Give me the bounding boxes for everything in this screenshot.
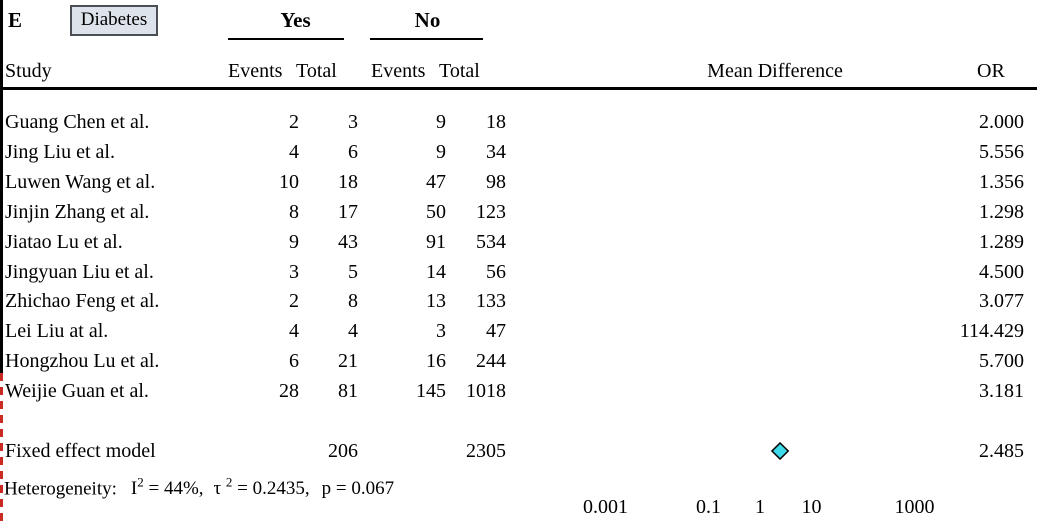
x-axis-tick-label: 0.001 bbox=[583, 496, 628, 518]
yes-header-rule bbox=[228, 38, 344, 40]
no-total-value: 534 bbox=[476, 230, 506, 253]
yes-events-value: 2 bbox=[289, 111, 299, 133]
yes-events-value: 10 bbox=[279, 170, 299, 193]
study-name: Jiatao Lu et al. bbox=[5, 230, 123, 253]
het-tau-sup: 2 bbox=[225, 475, 233, 490]
or-value: 5.556 bbox=[979, 140, 1024, 163]
het-tau2-stat: τ 2 = 0.2435, bbox=[213, 475, 310, 500]
header-rule bbox=[0, 87, 1037, 90]
no-total-value: 98 bbox=[486, 170, 506, 193]
no-total-value: 123 bbox=[476, 200, 506, 223]
group-header-yes: Yes bbox=[280, 8, 311, 32]
no-total-value: 47 bbox=[486, 320, 506, 343]
x-axis-tick-label: 10 bbox=[801, 496, 822, 518]
no-events-value: 14 bbox=[426, 260, 446, 283]
het-i-symbol: I bbox=[130, 478, 138, 500]
study-name: Weijie Guan et al. bbox=[5, 380, 149, 403]
or-value: 1.298 bbox=[979, 200, 1024, 223]
column-header-or: OR bbox=[977, 60, 1005, 82]
no-total-value: 133 bbox=[476, 290, 506, 313]
column-header-total-yes: Total bbox=[296, 60, 337, 82]
no-total-value: 18 bbox=[486, 111, 506, 133]
study-name: Guang Chen et al. bbox=[5, 111, 150, 133]
het-tau-value: = 0.2435, bbox=[237, 478, 310, 500]
yes-total-value: 21 bbox=[338, 350, 358, 373]
or-value: 114.429 bbox=[959, 320, 1024, 343]
no-events-value: 9 bbox=[436, 140, 446, 163]
yes-events-value: 4 bbox=[289, 140, 299, 163]
pooled-label: Fixed effect model bbox=[5, 440, 156, 462]
study-name: Zhichao Feng et al. bbox=[5, 290, 160, 313]
het-label: Heterogeneity: bbox=[4, 478, 117, 500]
yes-events-value: 4 bbox=[289, 320, 299, 343]
yes-events-value: 9 bbox=[289, 230, 299, 253]
diabetes-tag-label: Diabetes bbox=[80, 9, 148, 30]
no-events-value: 50 bbox=[426, 200, 446, 223]
no-events-value: 16 bbox=[426, 350, 446, 373]
or-value: 1.289 bbox=[979, 230, 1024, 253]
study-name: Lei Liu at al. bbox=[5, 320, 109, 343]
het-p-value: p = 0.067 bbox=[321, 478, 395, 500]
yes-total-value: 3 bbox=[348, 111, 358, 133]
yes-total-value: 18 bbox=[338, 170, 358, 193]
study-name: Jinjin Zhang et al. bbox=[5, 200, 150, 223]
column-header-events-no: Events bbox=[371, 60, 426, 82]
study-name: Hongzhou Lu et al. bbox=[5, 350, 160, 373]
x-axis-tick-label: 0.1 bbox=[696, 496, 721, 518]
yes-total-value: 81 bbox=[338, 380, 358, 403]
no-total-value: 34 bbox=[486, 140, 506, 163]
reference-line bbox=[0, 0, 3, 373]
yes-events-value: 3 bbox=[289, 260, 299, 283]
het-i2-stat: I2 = 44%, bbox=[130, 475, 204, 500]
x-axis-tick-label: 1 bbox=[755, 496, 765, 518]
or-value: 4.500 bbox=[979, 260, 1024, 283]
diabetes-tag: Diabetes bbox=[70, 5, 158, 36]
or-value: 3.181 bbox=[979, 380, 1024, 403]
no-events-value: 3 bbox=[436, 320, 446, 343]
yes-total-value: 43 bbox=[338, 230, 358, 253]
yes-total-value: 5 bbox=[348, 260, 358, 283]
het-i-sup: 2 bbox=[137, 475, 144, 490]
heterogeneity-note: Heterogeneity: I2 = 44%, τ 2 = 0.2435, p = … bbox=[4, 470, 395, 500]
pooled-no-total: 2305 bbox=[466, 440, 506, 462]
no-total-value: 1018 bbox=[466, 380, 506, 403]
study-name: Jing Liu et al. bbox=[5, 140, 115, 163]
yes-events-value: 28 bbox=[279, 380, 299, 403]
column-header-study: Study bbox=[5, 60, 52, 82]
yes-total-value: 8 bbox=[348, 290, 358, 313]
study-name: Luwen Wang et al. bbox=[5, 170, 156, 193]
group-header-no: No bbox=[414, 8, 441, 32]
no-header-rule bbox=[370, 38, 483, 40]
no-events-value: 9 bbox=[436, 111, 446, 133]
or-value: 3.077 bbox=[979, 290, 1024, 313]
no-events-value: 145 bbox=[416, 380, 446, 403]
pooled-yes-total: 206 bbox=[328, 440, 358, 462]
column-header-mean-difference: Mean Difference bbox=[707, 60, 843, 82]
no-total-value: 244 bbox=[476, 350, 506, 373]
no-total-value: 56 bbox=[486, 260, 506, 283]
pooled-effect-dashed-line bbox=[0, 373, 3, 527]
het-tau-symbol: τ bbox=[213, 478, 222, 500]
yes-events-value: 6 bbox=[289, 350, 299, 373]
column-header-total-no: Total bbox=[439, 60, 480, 82]
no-events-value: 13 bbox=[426, 290, 446, 313]
no-events-value: 47 bbox=[426, 170, 446, 193]
no-events-value: 91 bbox=[426, 230, 446, 253]
panel-label: E bbox=[8, 8, 23, 32]
pooled-diamond bbox=[771, 442, 790, 460]
yes-total-value: 6 bbox=[348, 140, 358, 163]
or-value: 1.356 bbox=[979, 170, 1024, 193]
yes-events-value: 8 bbox=[289, 200, 299, 223]
or-value: 2.000 bbox=[979, 111, 1024, 133]
het-i-value: = 44%, bbox=[148, 478, 204, 500]
yes-events-value: 2 bbox=[289, 290, 299, 313]
study-name: Jingyuan Liu et al. bbox=[5, 260, 154, 283]
yes-total-value: 4 bbox=[348, 320, 358, 343]
column-header-events-yes: Events bbox=[228, 60, 283, 82]
pooled-or-value: 2.485 bbox=[979, 440, 1024, 462]
or-value: 5.700 bbox=[979, 350, 1024, 373]
yes-total-value: 17 bbox=[338, 200, 358, 223]
x-axis-tick-label: 1000 bbox=[894, 496, 935, 518]
